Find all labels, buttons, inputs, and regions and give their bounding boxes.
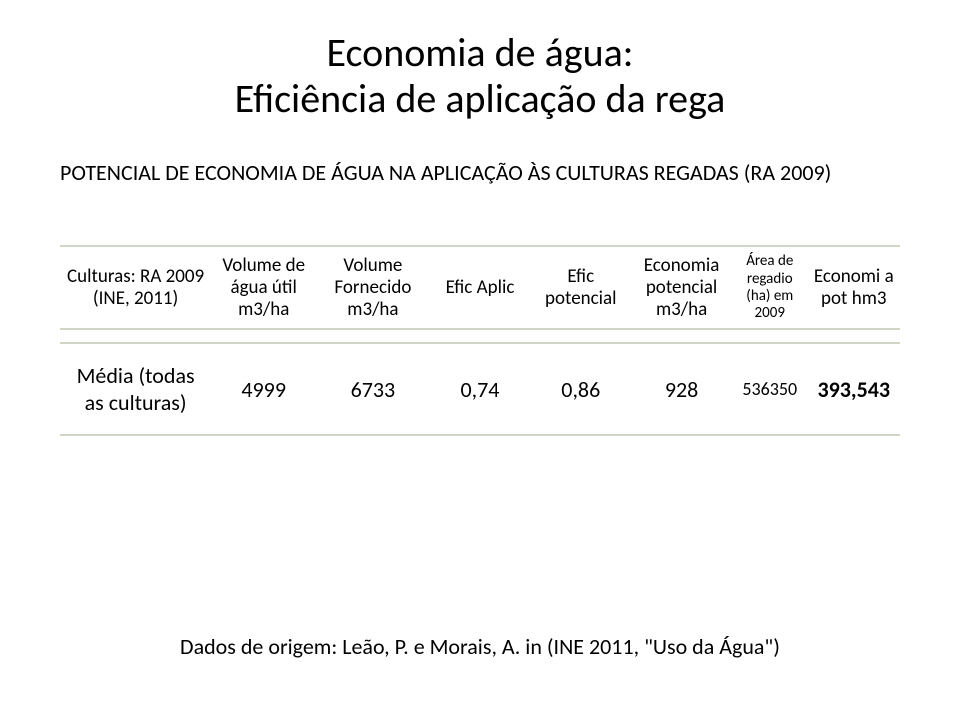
data-table: Culturas: RA 2009 (INE, 2011) Volume de … [60, 232, 900, 436]
slide: Economia de água: Eficiência de aplicaçã… [0, 0, 960, 720]
col-header-efic-potencial: Efic potencial [530, 246, 631, 329]
cell-economia-potencial: 928 [631, 343, 732, 435]
cell-label: Média (todas as culturas) [60, 343, 211, 435]
cell-efic-aplic: 0,74 [430, 343, 531, 435]
footer-source: Dados de origem: Leão, P. e Morais, A. i… [60, 633, 900, 680]
cell-area-regadio: 536350 [732, 343, 808, 435]
col-header-economia-pot-hm3: Economi a pot hm3 [808, 246, 900, 329]
table-header-row: Culturas: RA 2009 (INE, 2011) Volume de … [60, 246, 900, 329]
title-line-1: Economia de água: [60, 30, 900, 76]
cell-volume-util: 4999 [211, 343, 316, 435]
cell-efic-potencial: 0,86 [530, 343, 631, 435]
col-header-volume-fornecido: Volume Fornecido m3/ha [316, 246, 429, 329]
col-header-economia-potencial: Economia potencial m3/ha [631, 246, 732, 329]
title-line-2: Eficiência de aplicação da rega [60, 76, 900, 122]
col-header-culturas: Culturas: RA 2009 (INE, 2011) [60, 246, 211, 329]
col-header-efic-aplic: Efic Aplic [430, 246, 531, 329]
data-table-wrap: Culturas: RA 2009 (INE, 2011) Volume de … [60, 232, 900, 436]
subtitle: POTENCIAL DE ECONOMIA DE ÁGUA NA APLICAÇ… [60, 160, 900, 186]
col-header-volume-util: Volume de água útil m3/ha [211, 246, 316, 329]
cell-volume-fornecido: 6733 [316, 343, 429, 435]
col-header-area-regadio: Área de regadio (ha) em 2009 [732, 246, 808, 329]
table-row: Média (todas as culturas) 4999 6733 0,74… [60, 343, 900, 435]
blank-row [60, 329, 900, 343]
blank-row [60, 232, 900, 246]
cell-economia-pot-hm3: 393,543 [808, 343, 900, 435]
title-block: Economia de água: Eficiência de aplicaçã… [60, 30, 900, 122]
